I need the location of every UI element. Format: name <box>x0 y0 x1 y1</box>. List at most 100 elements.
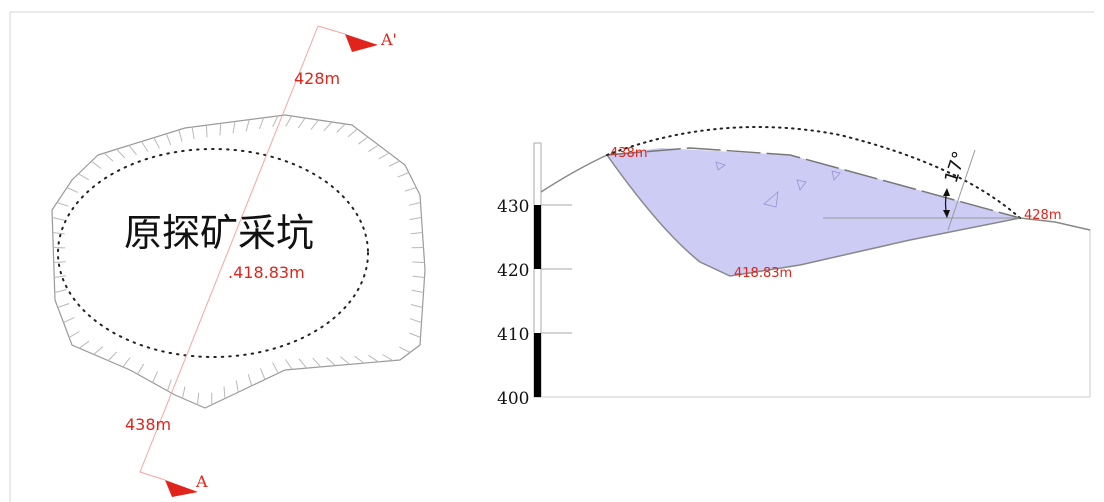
hatch-tick <box>399 346 411 353</box>
elevation-scale-bar: 430 420 410 400 <box>497 142 572 409</box>
hatch-tick <box>410 304 423 308</box>
hatch-tick <box>368 354 379 363</box>
hatch-tick <box>91 160 102 169</box>
hatch-tick <box>298 358 307 369</box>
hatch-tick <box>235 380 239 393</box>
hatch-tick <box>178 129 183 142</box>
rock-symbol-4 <box>763 191 779 208</box>
hatch-tick <box>272 362 279 374</box>
hatch-tick <box>284 359 293 370</box>
hatch-tick <box>197 392 200 405</box>
pit-bottom-profile <box>606 154 1021 277</box>
hatch-tick <box>404 187 417 192</box>
hatch-tick <box>409 318 422 323</box>
section-line-a-a-prime <box>139 25 319 473</box>
section-top-tick <box>317 25 346 35</box>
hatch-tick <box>258 117 265 130</box>
hatch-tick <box>340 356 351 365</box>
hatch-tick <box>128 145 137 156</box>
hatch-tick <box>54 289 67 293</box>
hatch-tick <box>397 172 409 178</box>
scale-bar-black-segment-2 <box>534 333 541 397</box>
rock-symbol-1 <box>715 161 726 171</box>
section-bottom-arrow <box>165 480 198 497</box>
slope-hatch-ticks <box>52 115 425 405</box>
section-bottom-elevation: 418.83m <box>734 266 792 281</box>
hatch-tick <box>245 119 250 132</box>
hatch-tick <box>165 133 172 146</box>
hatch-tick <box>388 160 400 167</box>
section-view: 430 420 410 400 17° 438m 418.83m <box>497 126 1091 409</box>
hatch-tick <box>411 289 424 293</box>
hatch-tick <box>182 386 186 399</box>
hatch-tick <box>409 217 422 220</box>
hatch-tick <box>116 148 126 159</box>
hatch-tick <box>54 275 67 278</box>
hatch-tick <box>326 357 336 366</box>
section-top-arrow <box>345 34 378 52</box>
hatch-tick <box>79 340 90 349</box>
hatch-tick <box>68 330 80 338</box>
pit-dotted-rim <box>57 148 369 358</box>
hatch-tick <box>153 137 160 149</box>
hatch-tick <box>53 261 66 263</box>
plan-bottom-elevation: 438m <box>125 415 171 434</box>
hatch-tick <box>107 351 117 361</box>
hatch-tick <box>137 363 145 375</box>
plan-center-elevation: .418.83m <box>228 263 305 282</box>
ground-profile-left <box>540 154 608 193</box>
hatch-tick <box>285 115 293 127</box>
hatch-tick <box>167 379 172 391</box>
hatch-tick <box>52 232 65 235</box>
plan-top-elevation: 428m <box>294 69 340 88</box>
angle-arrow-top <box>943 188 950 196</box>
hatch-tick <box>259 368 266 380</box>
ground-profile-right <box>1019 217 1091 231</box>
hatch-tick <box>219 123 222 136</box>
hatch-tick <box>310 119 319 130</box>
pit-outer-boundary <box>51 114 426 409</box>
hatch-tick <box>66 187 79 193</box>
scale-bar-black-segment-1 <box>534 205 541 269</box>
hatch-tick <box>409 332 421 338</box>
hatch-tick <box>378 152 390 160</box>
hatch-tick <box>410 232 423 235</box>
hatch-tick <box>56 202 69 207</box>
hatch-tick <box>223 386 226 399</box>
hatch-tick <box>63 316 75 323</box>
hatch-tick <box>336 123 346 133</box>
excavated-pit-area <box>607 148 1020 276</box>
angle-radial-line <box>947 149 976 231</box>
slope-angle-label: 17° <box>941 149 971 186</box>
hatch-tick <box>368 144 379 153</box>
scale-label-400: 400 <box>497 389 529 409</box>
hatch-tick <box>412 275 425 278</box>
rock-symbol-2 <box>796 179 807 191</box>
pit-surface-line <box>606 147 1021 219</box>
hatch-tick <box>312 357 322 368</box>
hatch-tick <box>52 217 65 221</box>
section-bottom-tick <box>139 471 166 481</box>
plan-title: 原探矿采坑 <box>124 211 314 255</box>
section-end-label: A' <box>380 30 397 49</box>
hatch-tick <box>103 152 114 162</box>
angle-arrow-bottom <box>943 210 950 218</box>
hatch-tick <box>78 173 90 181</box>
hatch-tick <box>93 346 104 355</box>
hatch-tick <box>191 127 195 139</box>
hatch-tick <box>141 141 149 152</box>
hatch-tick <box>347 128 358 138</box>
hatch-tick <box>152 371 159 383</box>
hatch-tick <box>232 121 236 134</box>
hatch-tick <box>57 303 70 308</box>
section-peak-elevation: 438m <box>610 146 647 161</box>
scale-label-420: 420 <box>497 261 529 281</box>
hatch-tick <box>272 115 279 128</box>
section-start-label: A <box>195 472 208 491</box>
hatch-tick <box>412 261 425 263</box>
hatch-tick <box>323 121 333 132</box>
hatch-tick <box>382 354 394 362</box>
rock-symbol-3 <box>831 170 841 181</box>
scale-label-430: 430 <box>497 197 529 217</box>
